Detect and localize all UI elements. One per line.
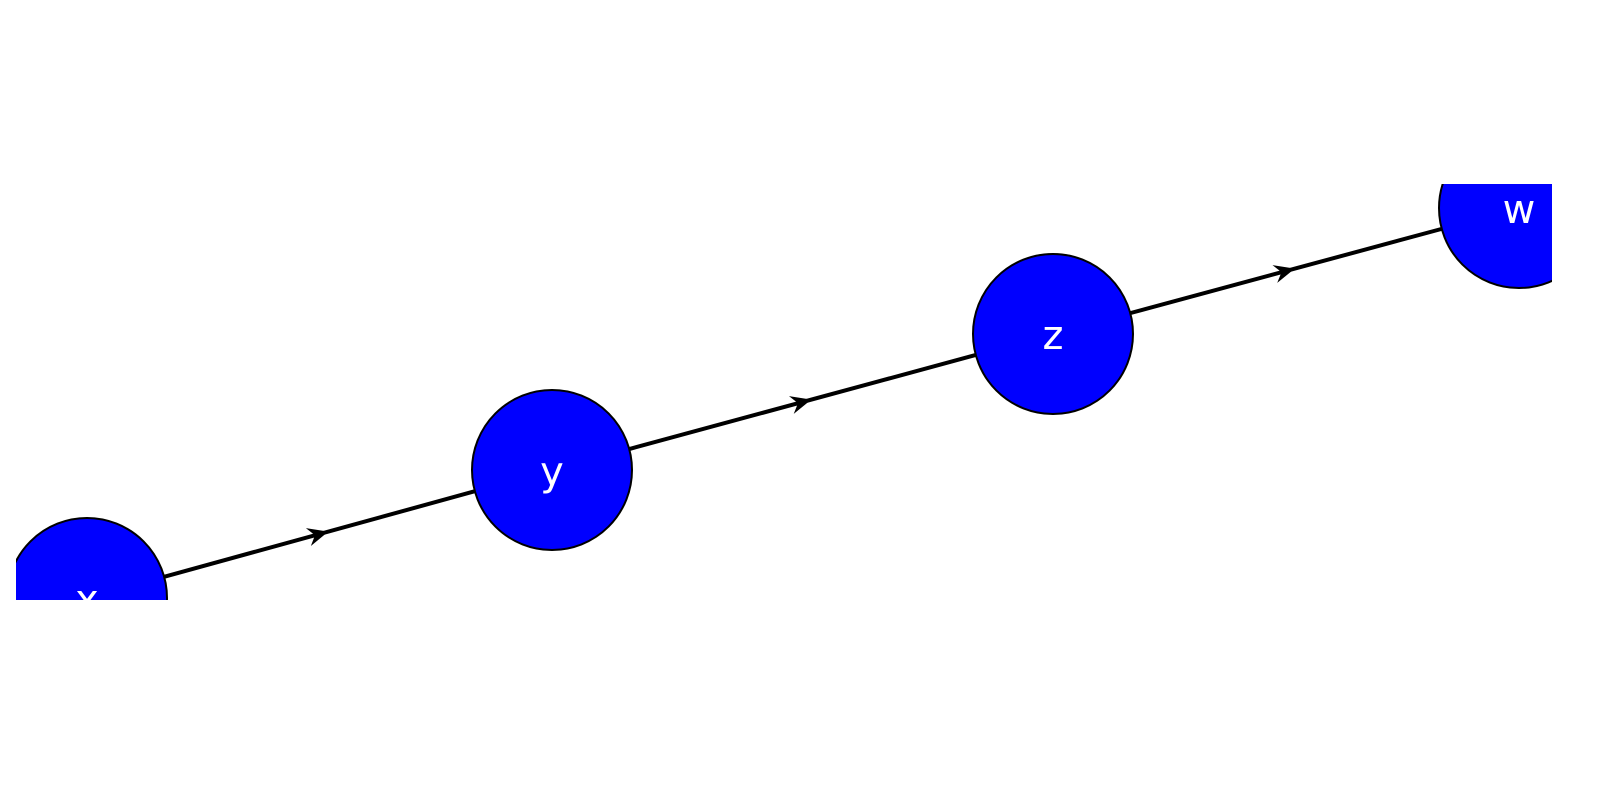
edge-x-to-y: [163, 489, 476, 579]
node-y: y: [471, 389, 633, 551]
edges: [163, 226, 1443, 579]
nodes: x y z w: [16, 184, 1552, 623]
edge-z-w-arrowhead-icon: [1272, 265, 1295, 283]
edge-y-to-z: [628, 353, 977, 451]
node-z-circle: [972, 253, 1134, 415]
node-x: x: [16, 517, 168, 623]
node-w-label: w: [1503, 187, 1536, 233]
node-z-label: z: [1043, 313, 1064, 359]
node-x-label: x: [75, 577, 99, 623]
edge-x-y-arrowhead-icon: [305, 528, 329, 546]
node-z: z: [972, 253, 1134, 415]
node-w-circle: [1438, 184, 1552, 289]
node-y-circle: [471, 389, 633, 551]
edge-y-z-arrowhead-icon: [788, 396, 812, 414]
node-x-circle: [16, 517, 168, 600]
node-y-label: y: [540, 449, 564, 495]
edge-z-to-w: [1129, 226, 1443, 316]
node-w: w: [1438, 184, 1552, 289]
